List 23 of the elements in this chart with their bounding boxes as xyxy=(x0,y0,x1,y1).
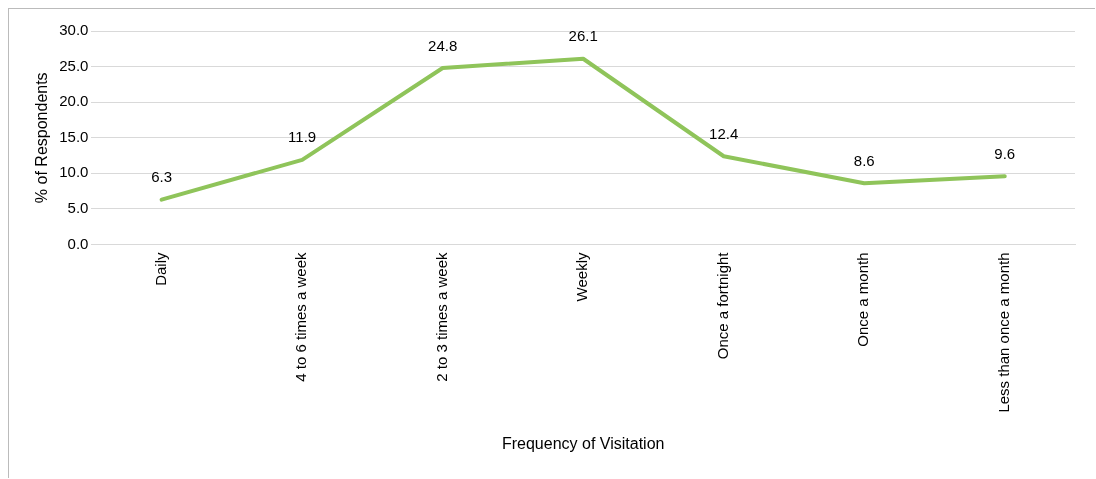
x-tick-label: 2 to 3 times a week xyxy=(432,252,450,382)
data-label: 24.8 xyxy=(428,36,458,54)
x-tick-label: Once a month xyxy=(854,252,872,347)
y-tick-label: 30.0 xyxy=(59,21,89,39)
y-tick-label: 0.0 xyxy=(67,234,89,252)
data-label: 26.1 xyxy=(568,27,598,45)
y-tick-label: 25.0 xyxy=(59,56,89,74)
y-axis-title: % of Respondents xyxy=(33,72,51,204)
x-axis-title: Frequency of Visitation xyxy=(501,434,665,452)
data-label: 11.9 xyxy=(288,128,317,146)
y-tick-label: 20.0 xyxy=(59,92,89,110)
data-label: 9.6 xyxy=(994,144,1016,162)
x-tick-label: Once a fortnight xyxy=(713,251,731,360)
y-tick-label: 10.0 xyxy=(59,163,89,181)
x-tick-label: Less than once a month xyxy=(994,252,1012,413)
x-tick-label: 4 to 6 times a week xyxy=(292,252,310,382)
x-tick-label: Weekly xyxy=(573,252,591,302)
data-label: 8.6 xyxy=(853,151,875,169)
data-label: 6.3 xyxy=(151,168,173,186)
data-label: 12.4 xyxy=(709,124,739,142)
y-tick-label: 15.0 xyxy=(59,127,89,145)
y-tick-label: 5.0 xyxy=(67,199,89,217)
x-tick-label: Daily xyxy=(151,252,169,286)
